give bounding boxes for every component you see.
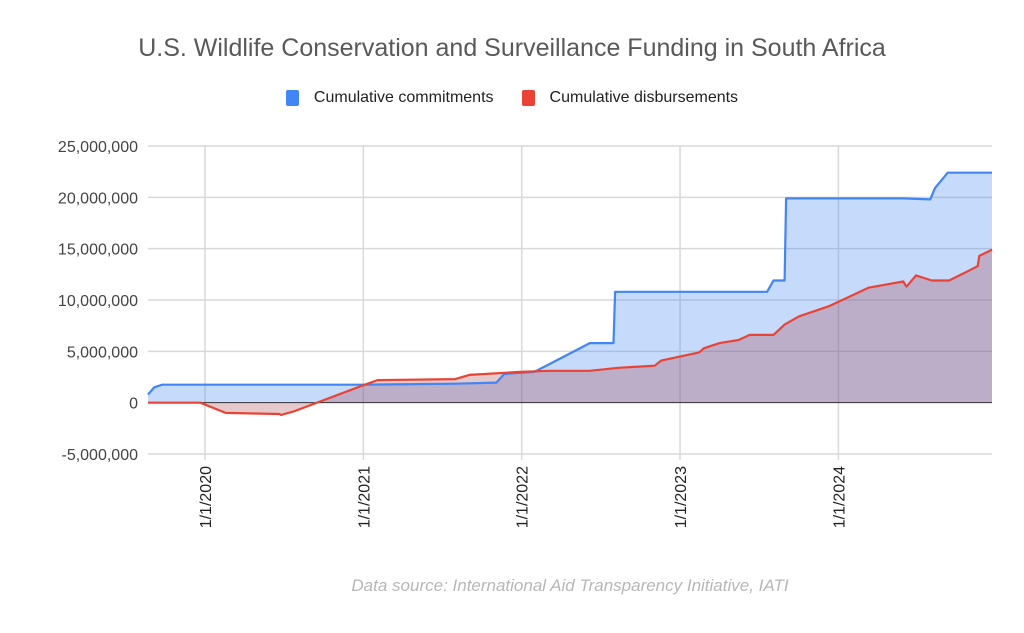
area-commitments bbox=[148, 172, 992, 403]
y-axis-labels: 25,000,000 20,000,000 15,000,000 10,000,000… bbox=[58, 139, 138, 464]
line-disbursements bbox=[148, 248, 993, 417]
y-tick-label: 5,000,000 bbox=[67, 344, 138, 361]
x-axis-labels: 1/1/2020 1/1/2021 1/1/2022 1/1/2023 1/1/2024 bbox=[198, 466, 848, 528]
legend-item-disbursements[interactable]: Cumulative disbursements bbox=[521, 89, 739, 107]
y-tick-label: 15,000,000 bbox=[58, 242, 138, 259]
area-disbursements bbox=[148, 249, 992, 415]
y-tick-label: 0 bbox=[129, 396, 138, 413]
gridlines bbox=[148, 145, 992, 460]
x-tick-label: 1/1/2024 bbox=[831, 466, 848, 528]
legend-item-commitments[interactable]: Cumulative commitments bbox=[285, 89, 494, 107]
series-areas bbox=[148, 172, 992, 415]
legend-label-disbursements: Cumulative disbursements bbox=[549, 89, 739, 106]
legend-swatch-commitments bbox=[285, 90, 299, 106]
x-tick-label: 1/1/2021 bbox=[356, 466, 373, 528]
x-tick-label: 1/1/2020 bbox=[198, 466, 215, 528]
source-note: Data source: International Aid Transpare… bbox=[351, 576, 789, 595]
x-tick-label: 1/1/2023 bbox=[673, 466, 690, 528]
chart-title: U.S. Wildlife Conservation and Surveilla… bbox=[138, 34, 886, 62]
x-tick-label: 1/1/2022 bbox=[515, 466, 532, 528]
legend-label-commitments: Cumulative commitments bbox=[313, 89, 494, 106]
legend-swatch-disbursements bbox=[521, 90, 535, 106]
y-tick-label: -5,000,000 bbox=[61, 447, 138, 464]
series-lines bbox=[147, 171, 993, 417]
y-tick-label: 25,000,000 bbox=[58, 139, 138, 156]
legend: Cumulative commitments Cumulative disbur… bbox=[0, 89, 1024, 107]
line-commitments bbox=[147, 171, 992, 396]
y-tick-label: 10,000,000 bbox=[58, 293, 138, 310]
y-tick-label: 20,000,000 bbox=[58, 190, 138, 207]
